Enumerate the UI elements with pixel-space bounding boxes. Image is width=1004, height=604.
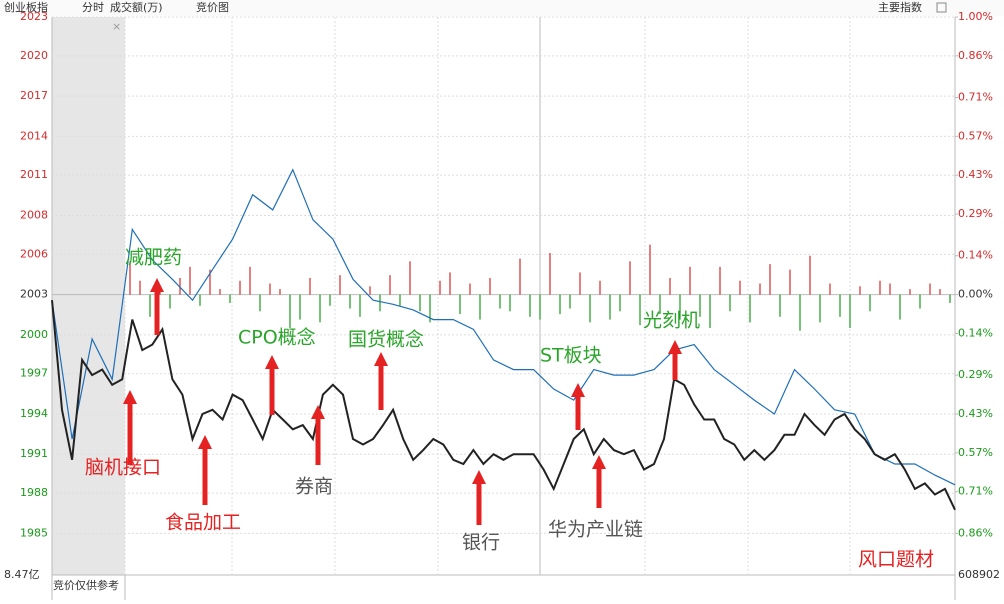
arrow bbox=[123, 390, 137, 465]
close-icon[interactable]: × bbox=[112, 20, 121, 33]
y2-tick-label: 0.57% bbox=[958, 446, 993, 459]
auction-shade bbox=[52, 17, 125, 575]
menu-icon[interactable] bbox=[936, 2, 947, 13]
code-label: 608902 bbox=[958, 568, 1000, 581]
menu[interactable]: 主要指数 bbox=[878, 0, 922, 14]
annotation: CPO概念 bbox=[238, 326, 316, 349]
annotation: 光刻机 bbox=[643, 310, 700, 332]
annotation: 券商 bbox=[295, 476, 333, 498]
y2-tick-label: 0.43% bbox=[958, 407, 993, 420]
annotation: 银行 bbox=[462, 532, 500, 554]
y2-tick-label: 0.71% bbox=[958, 485, 993, 498]
y2-tick-label: 0.86% bbox=[958, 526, 993, 539]
view: 竞价图 bbox=[196, 0, 229, 14]
annotation: 减肥药 bbox=[125, 247, 182, 269]
arrow bbox=[592, 455, 606, 508]
measure: 成交额(万) bbox=[110, 0, 163, 14]
y-tick-label: 1988 bbox=[20, 486, 48, 499]
y2-tick-label: 0.14% bbox=[958, 249, 993, 262]
annotation: 食品加工 bbox=[165, 512, 241, 534]
y-tick-label: 1985 bbox=[20, 526, 48, 539]
annotation: 风口题材 bbox=[858, 549, 934, 571]
mode: 分时 bbox=[82, 1, 104, 14]
arrow bbox=[668, 340, 682, 380]
header-bar bbox=[0, 0, 1004, 16]
arrow bbox=[265, 355, 279, 415]
arrow bbox=[374, 352, 388, 410]
arrow bbox=[150, 278, 164, 335]
series-line bbox=[51, 300, 956, 511]
y-tick-label: 2011 bbox=[20, 168, 48, 181]
annotation: ST板块 bbox=[540, 345, 602, 367]
arrow bbox=[198, 435, 212, 505]
y-tick-label: 2020 bbox=[20, 49, 48, 62]
annotation: 国货概念 bbox=[348, 328, 424, 351]
arrow bbox=[571, 383, 585, 430]
y2-tick-label: 0.00% bbox=[958, 288, 993, 301]
volume-label: 8.47亿 bbox=[4, 568, 40, 581]
y-tick-label: 2014 bbox=[20, 129, 48, 142]
y-tick-label: 1997 bbox=[20, 367, 48, 380]
arrow bbox=[311, 405, 325, 465]
annotation: 华为产业链 bbox=[548, 519, 643, 541]
y2-tick-label: 0.14% bbox=[958, 326, 993, 339]
y-tick-label: 2000 bbox=[20, 328, 48, 341]
y-tick-label: 2006 bbox=[20, 247, 48, 260]
index-name: 创业板指 bbox=[4, 0, 48, 14]
annotation: 脑机接口 bbox=[85, 457, 161, 479]
arrow bbox=[472, 470, 486, 525]
y2-tick-label: 1.00% bbox=[958, 10, 993, 23]
y-tick-label: 2003 bbox=[20, 288, 48, 301]
y2-tick-label: 0.43% bbox=[958, 168, 993, 181]
y2-tick-label: 0.57% bbox=[958, 129, 993, 142]
y2-tick-label: 0.29% bbox=[958, 368, 993, 381]
y2-tick-label: 0.29% bbox=[958, 207, 993, 220]
series-line bbox=[51, 168, 956, 486]
y-tick-label: 2017 bbox=[20, 89, 48, 102]
y-tick-label: 2008 bbox=[20, 208, 48, 221]
y-tick-label: 1994 bbox=[20, 407, 48, 420]
y-tick-label: 1991 bbox=[20, 447, 48, 460]
footer-note: 竞价仅供参考 bbox=[53, 578, 119, 592]
y2-tick-label: 0.71% bbox=[958, 91, 993, 104]
y-tick-label: 2023 bbox=[20, 10, 48, 23]
y2-tick-label: 0.86% bbox=[958, 49, 993, 62]
